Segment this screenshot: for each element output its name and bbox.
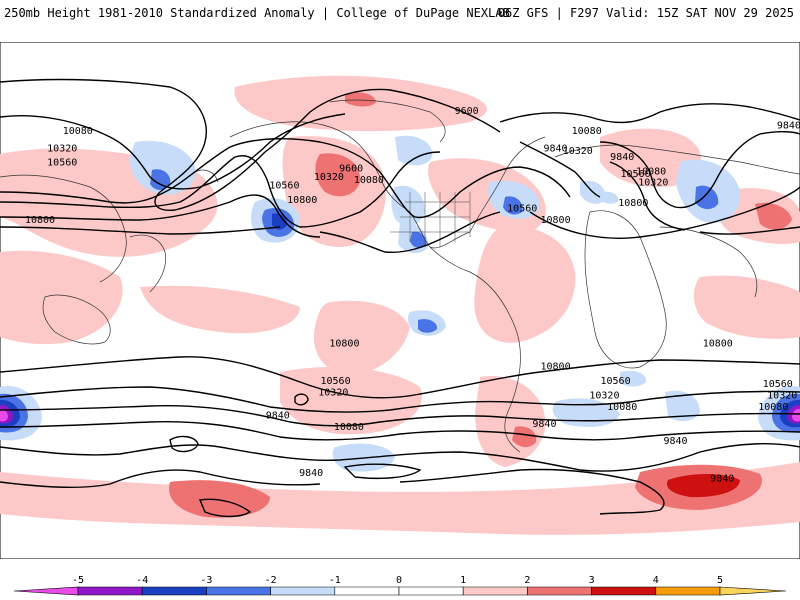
contour-label: 10800 — [541, 362, 571, 373]
contour-label: 10320 — [47, 143, 77, 154]
legend-tick-label: 5 — [717, 575, 723, 586]
legend-swatch — [77, 586, 143, 596]
legend-tick-label: -4 — [136, 575, 148, 586]
contour-label: 10080 — [354, 175, 384, 186]
legend-tick-label: 2 — [524, 575, 530, 586]
contour-label: 10800 — [329, 339, 359, 350]
legend-ticks: -5 -4 -3 -2 -1 0 1 2 3 4 5 — [72, 575, 723, 586]
coastline-outlines — [0, 99, 800, 453]
contour-label: 10320 — [314, 172, 344, 183]
contour-label: 10080 — [63, 126, 93, 137]
map-header: 250mb Height 1981-2010 Standardized Anom… — [0, 0, 800, 30]
contour-label: 10800 — [618, 198, 648, 209]
contour-label: 10320 — [563, 146, 593, 157]
legend-swatches — [13, 586, 787, 596]
legend-swatch — [462, 586, 528, 596]
legend-swatch — [13, 586, 79, 596]
contour-label: 10080 — [572, 126, 602, 137]
contour-label: 10800 — [287, 195, 317, 206]
contour-label: 10080 — [334, 422, 364, 433]
contour-label: 10320 — [589, 390, 619, 401]
contour-label: 10800 — [541, 215, 571, 226]
color-scale-legend: -5 -4 -3 -2 -1 0 1 2 3 4 5 — [13, 575, 787, 596]
legend-swatch — [334, 586, 400, 596]
contour-label: 9840 — [664, 436, 688, 447]
legend-swatch — [655, 586, 721, 596]
anomaly-shading — [0, 75, 800, 535]
legend-tick-label: -3 — [200, 575, 212, 586]
contour-label: 10800 — [703, 339, 733, 350]
contour-label: 9600 — [455, 106, 479, 117]
political-boundaries — [390, 192, 471, 247]
contour-label: 9840 — [610, 152, 634, 163]
contour-label: 10320 — [767, 390, 797, 401]
contour-label: 10560 — [763, 379, 793, 390]
contour-labels: 9600100809840103209840984010080103201056… — [25, 106, 800, 485]
legend-swatch — [141, 586, 207, 596]
legend-tick-label: -5 — [72, 575, 84, 586]
contour-label: 10560 — [621, 169, 651, 180]
legend-swatch — [398, 586, 464, 596]
legend-tick-label: 0 — [396, 575, 402, 586]
legend-tick-label: 1 — [460, 575, 466, 586]
legend-swatch — [270, 586, 336, 596]
contour-label: 9600 — [339, 163, 363, 174]
contour-label: 10080 — [758, 402, 788, 413]
contour-label: 9840 — [532, 419, 556, 430]
map-title: 250mb Height 1981-2010 Standardized Anom… — [4, 6, 510, 20]
legend-tick-label: -2 — [265, 575, 277, 586]
legend-swatch — [719, 586, 787, 596]
contour-label: 10560 — [269, 181, 299, 192]
contour-label: 9840 — [777, 120, 800, 131]
model-run-info: 06Z GFS | F297 Valid: 15Z SAT NOV 29 202… — [497, 6, 794, 20]
legend-swatch — [527, 586, 592, 596]
contour-label: 10320 — [318, 387, 348, 398]
contour-label: 9840 — [710, 474, 734, 485]
contour-label: 10560 — [601, 376, 631, 387]
height-contours — [0, 78, 800, 518]
anomaly-map: 9600100809840103209840984010080103201056… — [0, 42, 800, 559]
contour-label: 9840 — [266, 410, 290, 421]
legend-swatch — [206, 586, 271, 596]
legend-tick-label: 4 — [653, 575, 659, 586]
legend-swatch — [591, 586, 657, 596]
contour-label: 9840 — [299, 468, 323, 479]
contour-label: 10560 — [47, 158, 77, 169]
contour-label: 10080 — [607, 402, 637, 413]
contour-label: 9840 — [544, 143, 568, 154]
legend-tick-label: 3 — [589, 575, 595, 586]
contour-label: 10560 — [321, 376, 351, 387]
contour-label: 10800 — [25, 215, 55, 226]
contour-label: 10080 — [636, 166, 666, 177]
legend-tick-label: -1 — [329, 575, 341, 586]
contour-label: 10320 — [638, 178, 668, 189]
contour-label: 10560 — [507, 204, 537, 215]
